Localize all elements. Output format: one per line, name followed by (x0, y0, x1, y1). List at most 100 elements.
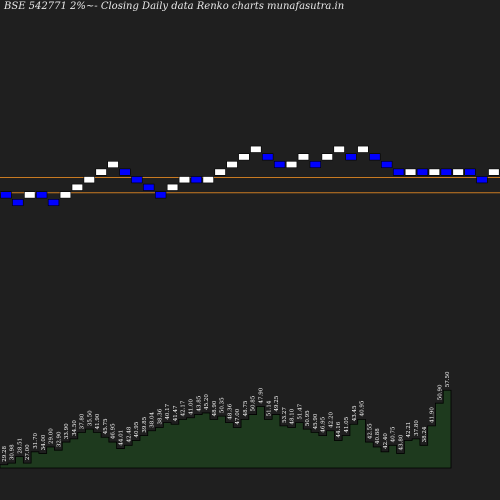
brick-up (297, 153, 310, 161)
volume-label: 41.00 (189, 399, 195, 415)
volume-label: 32.90 (56, 431, 62, 447)
volume-label: 29.28 (2, 446, 8, 462)
volume-label: 50.95 (305, 410, 311, 426)
brick-down (464, 168, 476, 176)
brick-up (238, 153, 250, 161)
volume-label: 37.80 (414, 420, 420, 436)
volume-label: 45.20 (204, 394, 210, 410)
renko-bricks (0, 145, 500, 207)
volume-label: 46.95 (111, 423, 117, 439)
brick-down (143, 183, 155, 191)
volume-label: 30.98 (10, 444, 16, 460)
volume-label: 40.88 (375, 428, 381, 444)
brick-down (416, 168, 429, 176)
volume-label: 39.85 (142, 416, 148, 432)
brick-down (35, 191, 48, 199)
volume-label: 49.25 (274, 395, 280, 411)
volume-label: 42.20 (328, 411, 334, 427)
volume-label: 40.17 (165, 403, 171, 419)
volume-label: 43.80 (398, 434, 404, 450)
volume-label: 31.70 (33, 433, 39, 449)
volume-label: 41.05 (344, 416, 350, 432)
brick-up (95, 168, 107, 176)
volume-label: 48.75 (243, 400, 249, 416)
brick-up (428, 168, 440, 176)
brick-up (357, 145, 369, 153)
volume-label: 51.47 (297, 403, 303, 419)
brick-up (452, 168, 464, 176)
volume-label: 42.55 (367, 423, 373, 439)
brick-up (214, 168, 226, 176)
brick-down (273, 161, 286, 169)
volume-label: 40.75 (391, 426, 397, 442)
chart-title: BSE 542771 2%~- Closing Daily data Renko… (3, 1, 344, 12)
brick-up (24, 191, 36, 199)
brick-down (309, 161, 321, 169)
volume-label: 42.40 (383, 433, 389, 449)
brick-down (12, 199, 24, 207)
volume-label: 33.90 (64, 423, 70, 439)
volume-label: 57.50 (445, 371, 451, 387)
reference-lines (0, 177, 500, 194)
volume-label: 41.90 (95, 413, 101, 429)
volume-label: 27.00 (25, 444, 31, 460)
brick-up (285, 161, 298, 169)
volume-label: 42.21 (406, 422, 412, 438)
volume-label: 47.90 (258, 387, 264, 403)
brick-down (392, 168, 405, 176)
brick-down (440, 168, 452, 176)
volume-area (0, 389, 452, 469)
volume-label: 29.00 (49, 428, 55, 444)
volume-label: 48.90 (212, 400, 218, 416)
brick-up (226, 161, 238, 169)
volume-label: 45.75 (103, 418, 109, 434)
volume-label: 34.50 (72, 420, 78, 436)
volume-label: 47.00 (235, 408, 241, 424)
volume-label: 45.90 (313, 413, 319, 429)
brick-down (155, 191, 167, 199)
volume-label: 43.85 (196, 395, 202, 411)
brick-down (345, 153, 357, 161)
brick-down (262, 153, 274, 161)
brick-up (404, 168, 417, 176)
volume-label: 46.95 (321, 416, 327, 432)
volume-label: 50.35 (220, 397, 226, 413)
volume-label: 53.27 (282, 407, 288, 423)
brick-up (71, 183, 83, 191)
volume-label: 48.10 (290, 408, 296, 424)
brick-up (250, 145, 262, 153)
volume-label: 38.04 (150, 411, 156, 427)
volume-label: 35.50 (87, 410, 93, 426)
volume-label: 38.24 (422, 426, 428, 442)
brick-down (190, 176, 202, 184)
volume-label: 40.95 (134, 421, 140, 437)
volume-label: 50.85 (251, 395, 257, 411)
volume-label: 38.36 (157, 408, 163, 424)
volume-label: 42.17 (181, 400, 187, 416)
volume-label: 44.01 (119, 430, 125, 446)
brick-down (381, 161, 393, 169)
volume-label: 44.16 (336, 421, 342, 437)
brick-up (83, 176, 95, 184)
brick-down (369, 153, 381, 161)
brick-up (333, 145, 345, 153)
brick-down (47, 199, 60, 207)
volume-label: 34.00 (41, 434, 47, 450)
volume-label: 43.45 (352, 405, 358, 421)
brick-up (166, 183, 179, 191)
volume-label: 37.80 (80, 413, 86, 429)
volume-label: 41.47 (173, 405, 179, 421)
brick-up (107, 161, 119, 169)
volume-label: 51.14 (266, 400, 272, 416)
brick-up (202, 176, 214, 184)
brick-up (321, 153, 333, 161)
brick-up (178, 176, 191, 184)
brick-down (119, 168, 131, 176)
volume-label: 28.51 (17, 438, 23, 454)
brick-down (131, 176, 143, 184)
brick-down (476, 176, 488, 184)
volume-label: 50.90 (437, 384, 443, 400)
brick-down (0, 191, 12, 199)
